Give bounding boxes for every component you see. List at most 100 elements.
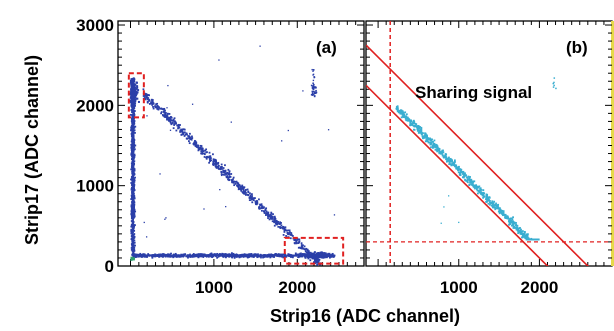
data-point [302,244,304,247]
data-point [433,139,436,142]
data-point [163,253,166,256]
data-point [195,146,198,148]
data-point [217,253,220,256]
colorbar-edge [611,21,614,266]
data-point [200,152,203,155]
data-point [130,211,133,214]
data-point [143,255,146,258]
data-point [212,164,215,166]
data-point [192,254,194,257]
data-point [130,106,133,108]
data-point [133,213,135,216]
data-point [435,143,438,146]
data-point [270,216,272,219]
data-point [181,255,183,257]
data-point [223,254,226,257]
data-point [455,166,458,168]
data-point [137,89,140,92]
data-point [434,148,437,151]
data-point [219,254,222,257]
data-point [132,100,135,103]
data-point [248,197,251,199]
data-point [306,248,309,251]
data-point [397,111,400,114]
data-point [271,215,274,218]
data-point [281,227,284,230]
data-point [154,106,157,109]
data-point [130,126,133,129]
data-point [134,102,137,105]
data-point [162,114,165,117]
data-point [163,254,166,257]
data-point [313,86,316,88]
data-point [152,254,155,256]
data-point [509,217,512,220]
x-tick-label: 2000 [278,278,316,297]
data-point [497,206,500,209]
data-point [189,137,192,140]
data-point [130,256,133,259]
data-point [132,204,135,206]
data-point [135,94,138,97]
data-point [475,186,478,189]
data-point [217,162,220,165]
data-point [422,137,424,140]
data-point [246,188,249,191]
data-point [164,255,167,258]
data-point [203,152,206,155]
data-point [136,85,139,88]
data-point [146,100,149,103]
data-point [491,200,494,203]
data-point [316,264,318,266]
data-point [510,224,513,227]
data-point [131,155,134,158]
data-point [273,221,276,224]
data-point [152,101,154,104]
data-point [518,227,521,230]
data-point [154,105,157,108]
data-point [295,240,298,243]
data-point [222,173,225,176]
data-point [132,248,135,251]
data-point [487,196,489,199]
data-point [260,254,263,257]
data-point [131,220,134,223]
data-point [173,124,176,126]
data-point [398,109,401,112]
data-point [279,255,282,257]
data-point [509,223,511,226]
data-point [146,254,149,257]
data-point [132,172,134,175]
data-point [280,222,282,224]
data-point [283,231,286,233]
data-point [464,172,466,175]
data-point [220,167,223,170]
data-point [257,253,259,256]
data-point [278,254,280,256]
data-point [436,146,439,149]
data-point [131,232,134,235]
data-point [192,253,195,255]
data-point [265,207,268,210]
data-point [453,159,456,162]
data-point [471,184,474,186]
data-point [417,128,419,131]
data-point [294,237,297,240]
data-point [258,207,261,210]
data-point [217,255,220,258]
data-point [436,150,439,153]
data-point [164,109,166,112]
data-point [134,86,137,89]
panel-a-points [128,45,336,266]
data-point [132,79,135,82]
data-point [130,238,133,241]
data-point [400,109,402,112]
data-point [129,113,132,116]
data-point [404,116,407,119]
data-point [130,204,133,207]
data-point [493,204,496,207]
data-point [212,255,215,258]
data-point [130,98,133,101]
data-point [284,226,287,229]
data-point [186,133,188,136]
